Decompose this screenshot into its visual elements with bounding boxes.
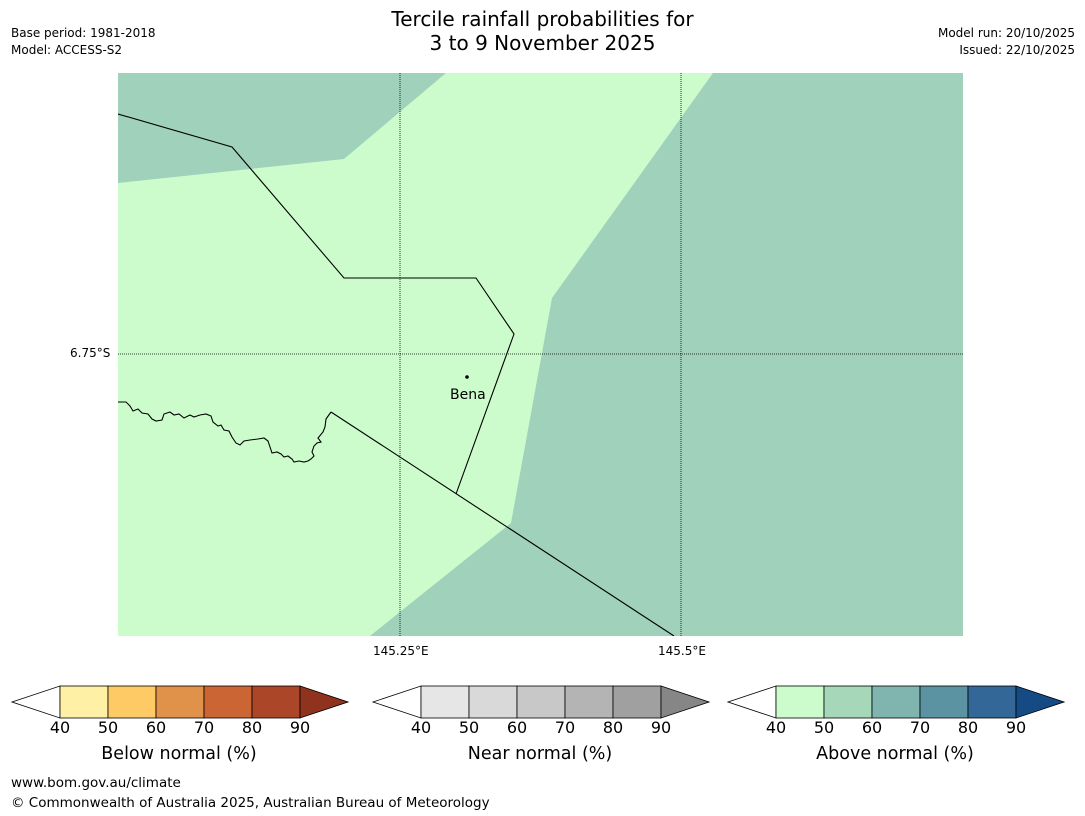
near-normal-tick-label: 70 [554, 718, 576, 737]
above-normal-tick-label: 90 [1005, 718, 1027, 737]
near-normal-cell-1 [468, 685, 518, 719]
above-normal-cell-0 [775, 685, 825, 719]
map-region-dark-east [370, 73, 963, 636]
above-normal-colorbar-title: Above normal (%) [816, 744, 974, 764]
above-normal-tick-label: 50 [813, 718, 835, 737]
above-normal-tick-label: 80 [957, 718, 979, 737]
above-normal-cell-2 [871, 685, 921, 719]
model-name: Model: ACCESS-S2 [11, 43, 123, 57]
base-period: Base period: 1981-2018 [11, 26, 156, 40]
below-normal-cell-3 [203, 685, 253, 719]
town-label-bena: Bena [450, 387, 486, 403]
above-normal-colorbar [727, 685, 1065, 719]
above-normal-tick-label: 60 [861, 718, 883, 737]
footer-url[interactable]: www.bom.gov.au/climate [11, 775, 181, 791]
below-normal-cell-0 [59, 685, 109, 719]
town-marker-bena[interactable] [465, 375, 469, 379]
model-run: Model run: 20/10/2025 [937, 26, 1075, 40]
below-normal-tick-label: 70 [193, 718, 215, 737]
below-normal-tick-label: 50 [97, 718, 119, 737]
near-normal-tick-label: 90 [650, 718, 672, 737]
meta-left: Base period: 1981-2018 Model: ACCESS-S2 [11, 25, 156, 59]
near-normal-tick-label: 80 [602, 718, 624, 737]
below-normal-cell-2 [155, 685, 205, 719]
below-normal-tick-label: 90 [289, 718, 311, 737]
province-boundary-north [118, 113, 515, 495]
coastline [118, 401, 332, 463]
above-normal-under-triangle [727, 685, 777, 719]
title-line-2: 3 to 9 November 2025 [429, 31, 656, 55]
near-normal-cell-0 [420, 685, 470, 719]
near-normal-colorbar-title: Near normal (%) [467, 744, 613, 764]
below-normal-cell-4 [251, 685, 301, 719]
below-normal-tick-label: 80 [241, 718, 263, 737]
near-normal-tick-label: 60 [506, 718, 528, 737]
meta-right: Model run: 20/10/2025 Issued: 22/10/2025 [938, 25, 1075, 59]
above-normal-cell-3 [919, 685, 969, 719]
below-normal-colorbar [11, 685, 349, 719]
below-normal-under-triangle [11, 685, 61, 719]
lat-label-6-75: 6.75°S [70, 346, 111, 360]
near-normal-tick-label: 40 [410, 718, 432, 737]
above-normal-cell-1 [823, 685, 873, 719]
near-normal-cell-3 [564, 685, 614, 719]
below-normal-tick-label: 60 [145, 718, 167, 737]
near-normal-colorbar [372, 685, 710, 719]
lon-label-145-5: 145.5°E [658, 644, 706, 658]
near-normal-under-triangle [372, 685, 422, 719]
forecast-map[interactable] [118, 73, 963, 636]
above-normal-tick-label: 70 [909, 718, 931, 737]
title-line-1: Tercile rainfall probabilities for [391, 7, 694, 31]
above-normal-over-triangle [1015, 685, 1065, 719]
near-normal-cell-2 [516, 685, 566, 719]
below-normal-tick-label: 40 [49, 718, 71, 737]
above-normal-tick-label: 40 [765, 718, 787, 737]
near-normal-cell-4 [612, 685, 662, 719]
lon-label-145-25: 145.25°E [373, 644, 429, 658]
below-normal-over-triangle [299, 685, 349, 719]
above-normal-cell-4 [967, 685, 1017, 719]
near-normal-tick-label: 50 [458, 718, 480, 737]
chart-title: Tercile rainfall probabilities for 3 to … [0, 7, 1085, 55]
province-boundary-south [330, 411, 675, 636]
map-region-dark-northwest [118, 73, 446, 183]
below-normal-cell-1 [107, 685, 157, 719]
issued-date: Issued: 22/10/2025 [959, 43, 1075, 57]
near-normal-over-triangle [660, 685, 710, 719]
below-normal-colorbar-title: Below normal (%) [101, 744, 257, 764]
footer-copyright: © Commonwealth of Australia 2025, Austra… [11, 795, 490, 811]
